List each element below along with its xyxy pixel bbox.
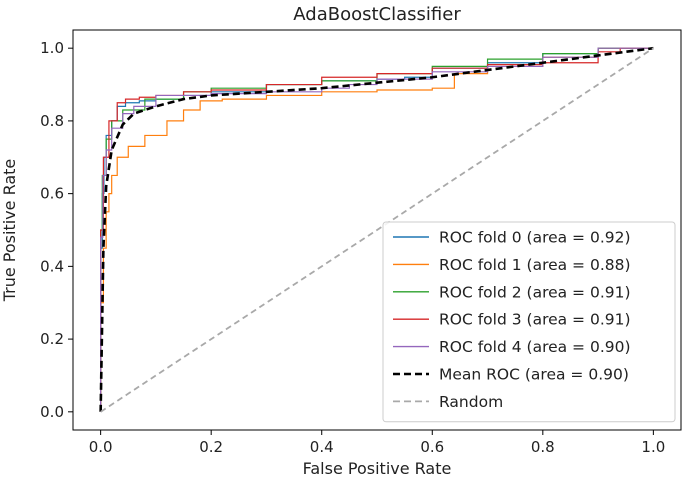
series-line-5 [99, 46, 654, 412]
legend-label: Random [439, 393, 503, 411]
series-line-2 [100, 47, 654, 412]
y-tick-label: 0.2 [40, 330, 64, 348]
legend-label: ROC fold 0 (area = 0.92) [439, 229, 631, 247]
legend: ROC fold 0 (area = 0.92) ROC fold 1 (area… [382, 221, 676, 423]
chart-title: AdaBoostClassifier [293, 4, 461, 25]
series-layer [99, 46, 654, 413]
x-tick-label: 0.0 [89, 438, 113, 456]
series-line-1 [100, 47, 654, 412]
y-tick-label: 0.4 [40, 257, 64, 275]
x-tick-label: 0.2 [199, 438, 223, 456]
x-axis-label: False Positive Rate [303, 459, 452, 478]
legend-label: ROC fold 2 (area = 0.91) [439, 283, 631, 301]
legend-label: Mean ROC (area = 0.90) [439, 366, 629, 384]
x-tick-label: 0.4 [310, 438, 334, 456]
series-line-6 [100, 47, 654, 413]
legend-label: ROC fold 4 (area = 0.90) [439, 338, 631, 356]
y-tick-label: 0.6 [40, 185, 64, 203]
legend-box [382, 221, 676, 423]
y-tick-label: 1.0 [40, 39, 64, 57]
y-axis-ticks: 0.0 0.2 0.4 0.6 0.8 1.0 [40, 39, 73, 421]
legend-label: ROC fold 1 (area = 0.88) [439, 256, 631, 274]
y-tick-label: 0.8 [40, 112, 64, 130]
x-axis-ticks: 0.0 0.2 0.4 0.6 0.8 1.0 [89, 430, 665, 456]
y-axis-label: True Positive Rate [0, 159, 19, 303]
legend-label: ROC fold 3 (area = 0.91) [439, 311, 631, 329]
y-tick-label: 0.0 [40, 403, 64, 421]
x-tick-label: 0.8 [531, 438, 555, 456]
x-tick-label: 1.0 [641, 438, 665, 456]
x-tick-label: 0.6 [420, 438, 444, 456]
plot-frame [72, 29, 682, 431]
